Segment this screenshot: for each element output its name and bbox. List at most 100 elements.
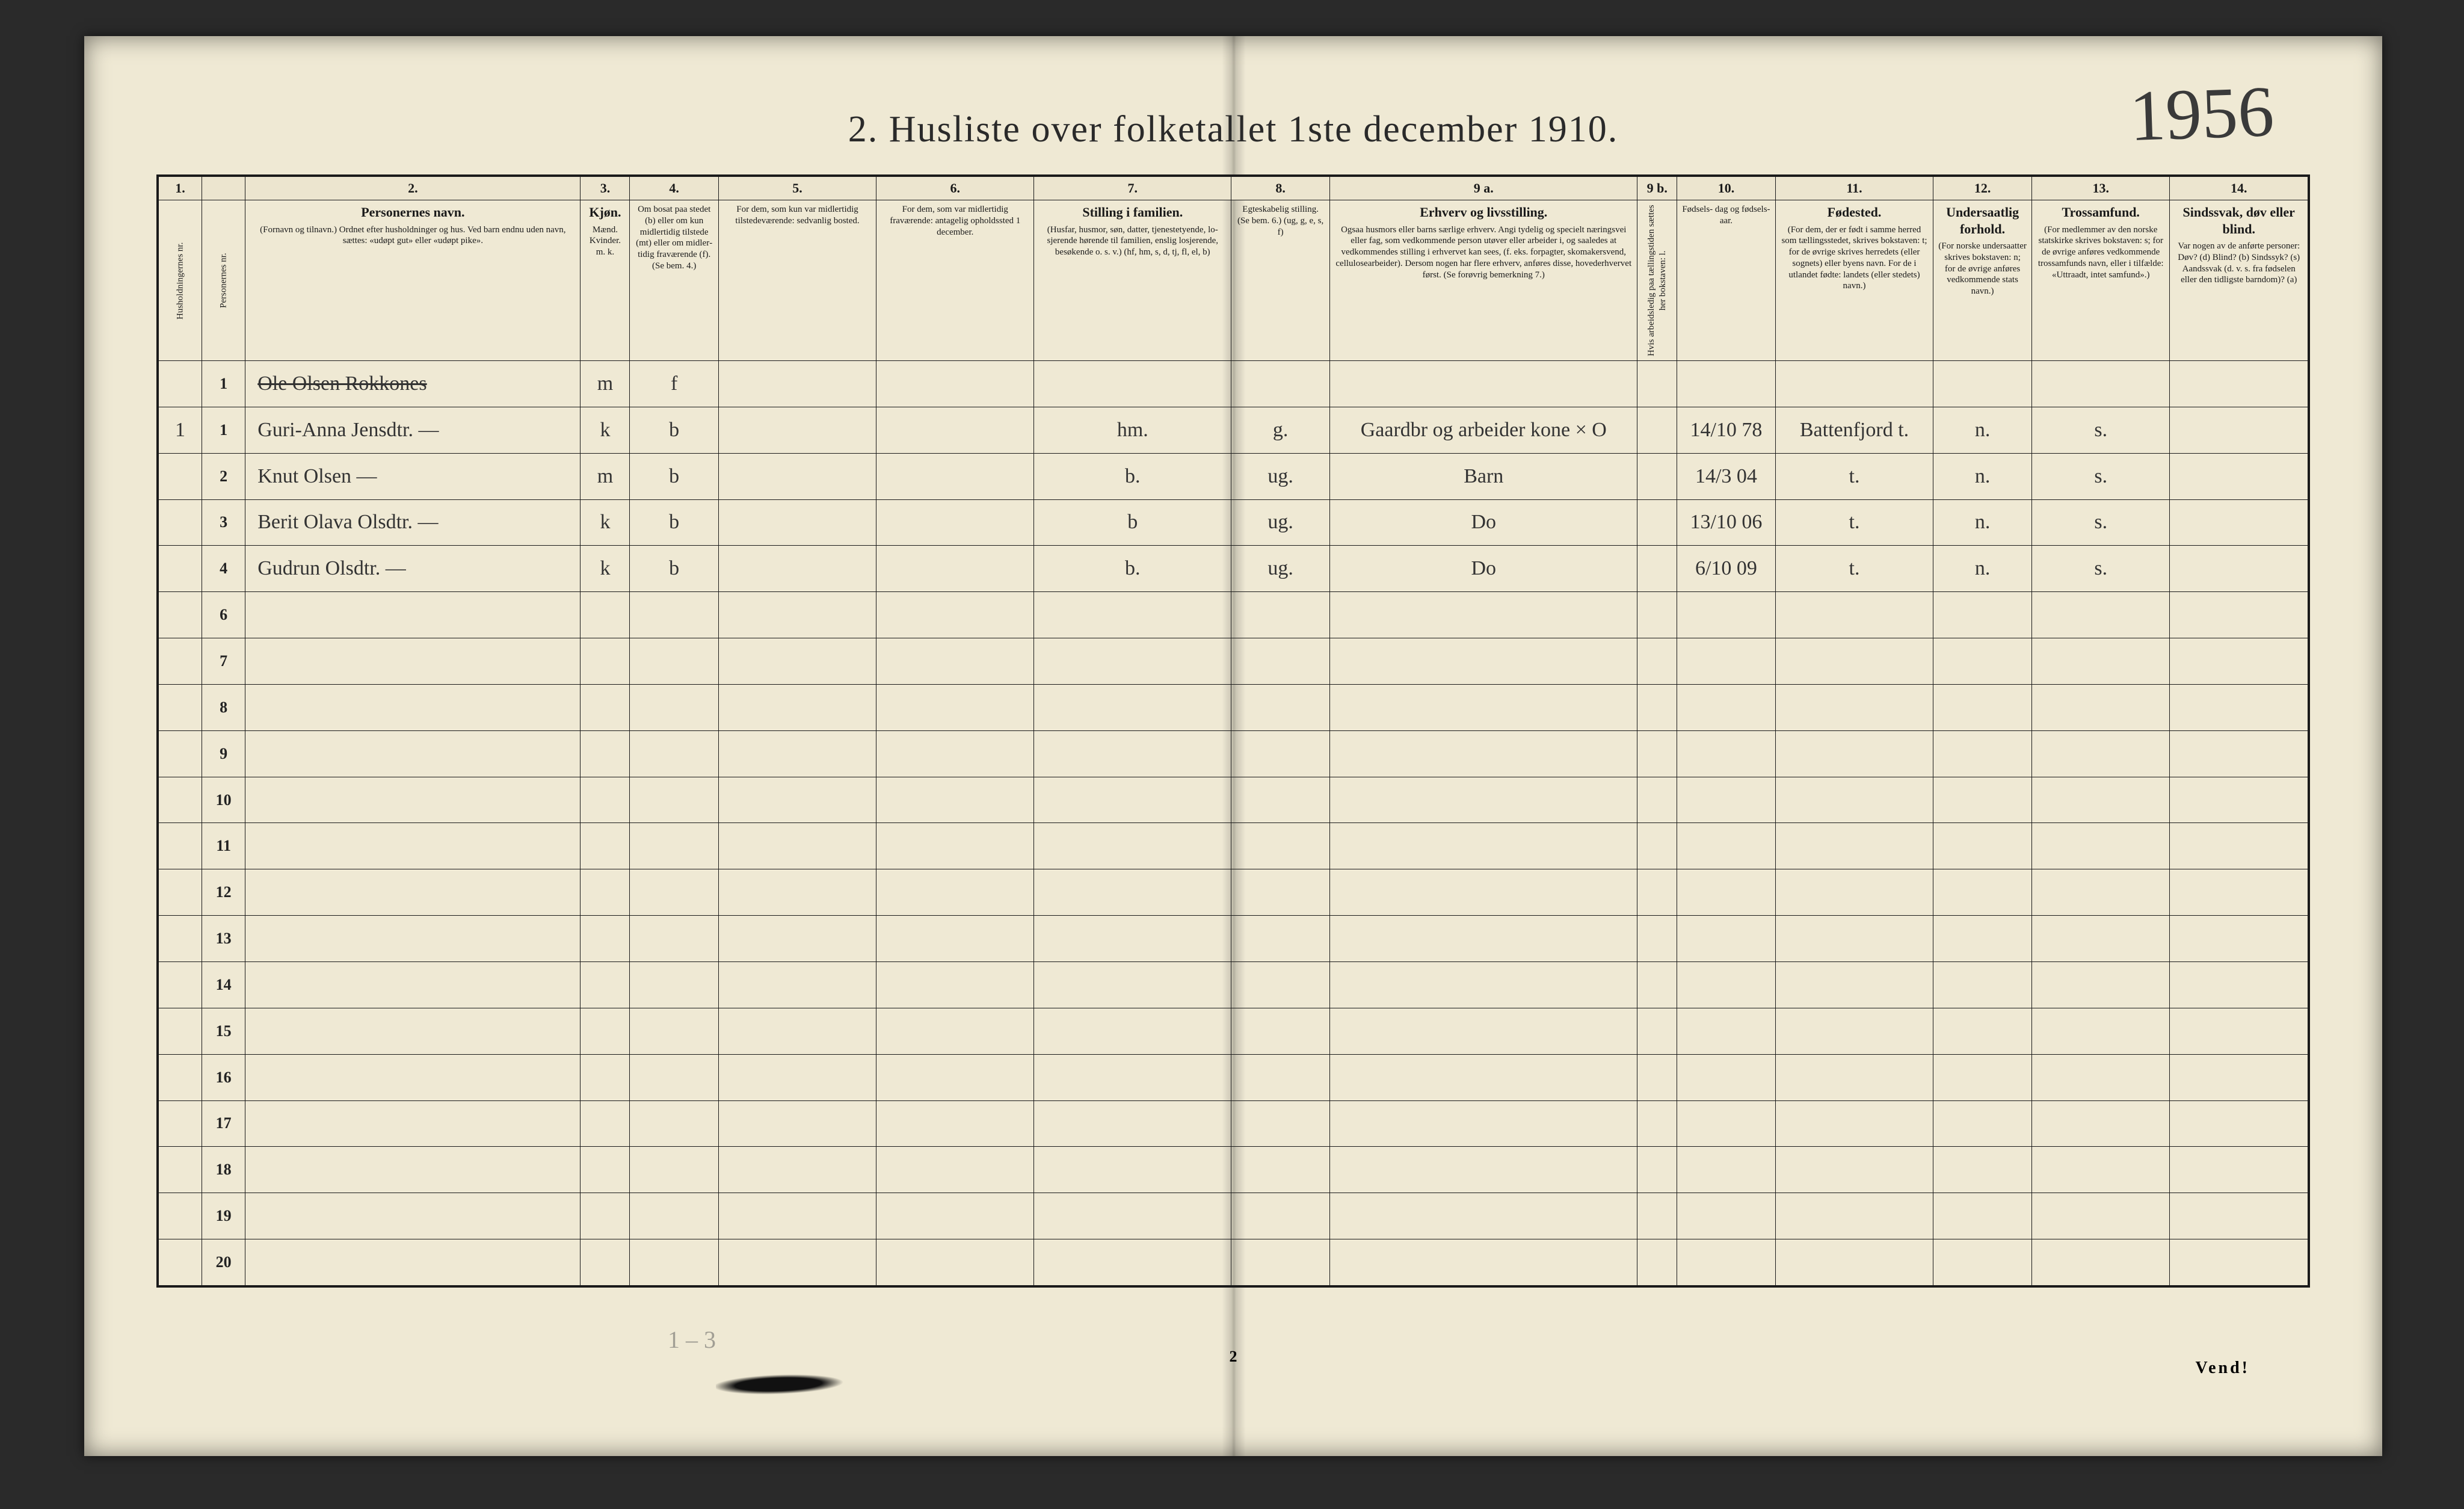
cell-bosat: b bbox=[630, 499, 719, 546]
table-row: 11Guri-Anna Jensdtr. —kbhm.g.Gaardbr og … bbox=[159, 407, 2308, 453]
cell-und bbox=[1933, 916, 2032, 962]
col-number: 10. bbox=[1677, 177, 1776, 200]
cell-sind bbox=[2170, 592, 2308, 638]
cell-und bbox=[1933, 777, 2032, 823]
cell-dob bbox=[1677, 638, 1776, 685]
cell-fam bbox=[1034, 869, 1231, 916]
cell-und: n. bbox=[1933, 546, 2032, 592]
cell-hh bbox=[159, 361, 202, 407]
cell-c5 bbox=[718, 592, 876, 638]
cell-c5 bbox=[718, 1147, 876, 1193]
cell-c6 bbox=[876, 1100, 1034, 1147]
cell-l bbox=[1637, 453, 1677, 499]
cell-sex bbox=[581, 684, 630, 730]
col-header: Egteska­belig stilling. (Se bem. 6.) (ug… bbox=[1231, 200, 1330, 361]
cell-erhverv bbox=[1330, 777, 1637, 823]
cell-name bbox=[245, 1239, 581, 1286]
table-row: 15 bbox=[159, 1008, 2308, 1054]
cell-tro: s. bbox=[2032, 453, 2170, 499]
cell-und bbox=[1933, 1239, 2032, 1286]
cell-erhverv bbox=[1330, 684, 1637, 730]
col-header: Kjøn.Mænd. Kvinder. m. k. bbox=[581, 200, 630, 361]
cell-bosat bbox=[630, 1239, 719, 1286]
cell-erhverv bbox=[1330, 1008, 1637, 1054]
cell-bosat: f bbox=[630, 361, 719, 407]
cell-name bbox=[245, 1193, 581, 1239]
col-header: Fødested.(For dem, der er født i samme h… bbox=[1775, 200, 1933, 361]
col-header: Personernes navn.(Fornavn og tilnavn.) O… bbox=[245, 200, 581, 361]
cell-eg bbox=[1231, 1054, 1330, 1100]
cell-tro bbox=[2032, 777, 2170, 823]
cell-erhverv bbox=[1330, 916, 1637, 962]
col-number: 3. bbox=[581, 177, 630, 200]
cell-fam: hm. bbox=[1034, 407, 1231, 453]
cell-c5 bbox=[718, 777, 876, 823]
cell-eg bbox=[1231, 823, 1330, 869]
cell-c5 bbox=[718, 869, 876, 916]
cell-pn: 18 bbox=[202, 1147, 245, 1193]
cell-c5 bbox=[718, 407, 876, 453]
cell-und bbox=[1933, 1054, 2032, 1100]
table-row: 19 bbox=[159, 1193, 2308, 1239]
cell-bosat bbox=[630, 961, 719, 1008]
cell-sex bbox=[581, 916, 630, 962]
cell-sex bbox=[581, 1147, 630, 1193]
cell-bosat bbox=[630, 638, 719, 685]
cell-bosat bbox=[630, 592, 719, 638]
cell-pn: 17 bbox=[202, 1100, 245, 1147]
cell-sind bbox=[2170, 1100, 2308, 1147]
cell-c5 bbox=[718, 361, 876, 407]
cell-bosat: b bbox=[630, 407, 719, 453]
cell-birthplace: t. bbox=[1775, 546, 1933, 592]
cell-l bbox=[1637, 1054, 1677, 1100]
cell-dob bbox=[1677, 823, 1776, 869]
cell-c6 bbox=[876, 638, 1034, 685]
cell-dob: 14/10 78 bbox=[1677, 407, 1776, 453]
cell-name bbox=[245, 1008, 581, 1054]
col-number: 2. bbox=[245, 177, 581, 200]
cell-pn: 2 bbox=[202, 453, 245, 499]
table-row: 14 bbox=[159, 961, 2308, 1008]
cell-sex bbox=[581, 1054, 630, 1100]
cell-tro bbox=[2032, 1239, 2170, 1286]
cell-sex: k bbox=[581, 407, 630, 453]
cell-fam bbox=[1034, 1100, 1231, 1147]
cell-l bbox=[1637, 730, 1677, 777]
table-row: 20 bbox=[159, 1239, 2308, 1286]
cell-und bbox=[1933, 592, 2032, 638]
cell-birthplace bbox=[1775, 916, 1933, 962]
cell-hh bbox=[159, 1239, 202, 1286]
cell-bosat bbox=[630, 777, 719, 823]
cell-sex: k bbox=[581, 546, 630, 592]
cell-l bbox=[1637, 499, 1677, 546]
cell-l bbox=[1637, 961, 1677, 1008]
cell-pn: 15 bbox=[202, 1008, 245, 1054]
cell-fam bbox=[1034, 730, 1231, 777]
col-header: Stilling i familien.(Husfar, husmor, søn… bbox=[1034, 200, 1231, 361]
cell-bosat bbox=[630, 869, 719, 916]
cell-birthplace bbox=[1775, 361, 1933, 407]
cell-bosat bbox=[630, 1054, 719, 1100]
table-row: 18 bbox=[159, 1147, 2308, 1193]
cell-c6 bbox=[876, 1239, 1034, 1286]
cell-c6 bbox=[876, 592, 1034, 638]
cell-bosat bbox=[630, 730, 719, 777]
cell-und: n. bbox=[1933, 499, 2032, 546]
cell-tro bbox=[2032, 1193, 2170, 1239]
cell-name bbox=[245, 592, 581, 638]
cell-name bbox=[245, 1147, 581, 1193]
cell-bosat bbox=[630, 1193, 719, 1239]
cell-sex bbox=[581, 638, 630, 685]
cell-sind bbox=[2170, 1193, 2308, 1239]
cell-c5 bbox=[718, 1239, 876, 1286]
cell-bosat bbox=[630, 1008, 719, 1054]
table-row: 8 bbox=[159, 684, 2308, 730]
cell-und: n. bbox=[1933, 407, 2032, 453]
cell-name bbox=[245, 1100, 581, 1147]
cell-eg bbox=[1231, 684, 1330, 730]
cell-erhverv bbox=[1330, 1054, 1637, 1100]
cell-c6 bbox=[876, 916, 1034, 962]
cell-tro bbox=[2032, 1100, 2170, 1147]
cell-hh bbox=[159, 730, 202, 777]
cell-pn: 1 bbox=[202, 361, 245, 407]
